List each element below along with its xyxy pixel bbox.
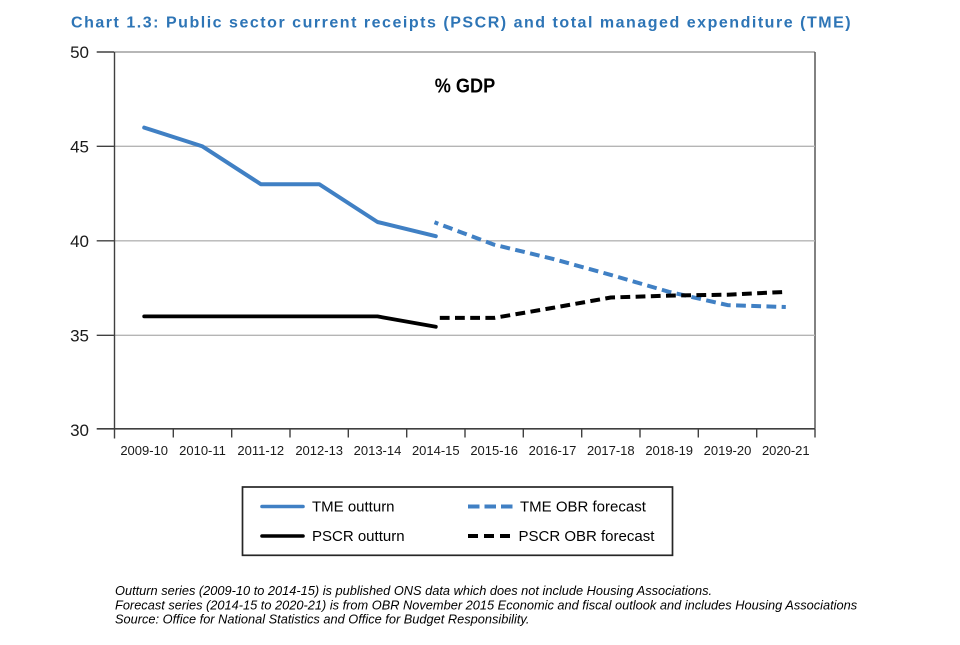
svg-text:2015-16: 2015-16 [470, 443, 518, 458]
svg-text:Source: Office for National St: Source: Office for National Statistics a… [115, 612, 529, 627]
svg-text:50: 50 [70, 43, 89, 62]
svg-text:40: 40 [70, 232, 89, 251]
svg-text:2014-15: 2014-15 [412, 443, 460, 458]
svg-text:TME outturn: TME outturn [312, 499, 395, 516]
svg-text:TME OBR forecast: TME OBR forecast [520, 499, 647, 516]
svg-text:2011-12: 2011-12 [237, 443, 284, 458]
svg-text:35: 35 [70, 327, 89, 346]
svg-text:Forecast series (2014-15 to 20: Forecast series (2014-15 to 2020-21) is … [115, 597, 858, 612]
svg-text:% GDP: % GDP [435, 76, 496, 98]
svg-text:2016-17: 2016-17 [529, 443, 577, 458]
svg-text:2009-10: 2009-10 [120, 443, 168, 458]
svg-text:45: 45 [70, 138, 89, 157]
svg-text:2019-20: 2019-20 [704, 443, 752, 458]
svg-text:30: 30 [70, 421, 89, 440]
svg-text:PSCR OBR forecast: PSCR OBR forecast [519, 528, 656, 545]
svg-text:2010-11: 2010-11 [179, 443, 226, 458]
svg-text:PSCR outturn: PSCR outturn [312, 528, 405, 545]
svg-text:Outturn series (2009-10 to 201: Outturn series (2009-10 to 2014-15) is p… [115, 583, 712, 598]
svg-text:2017-18: 2017-18 [587, 443, 635, 458]
svg-text:2012-13: 2012-13 [295, 443, 343, 458]
svg-text:2020-21: 2020-21 [762, 443, 810, 458]
svg-text:2013-14: 2013-14 [354, 443, 402, 458]
svg-text:2018-19: 2018-19 [645, 443, 693, 458]
svg-text:Chart 1.3: Public sector curre: Chart 1.3: Public sector current receipt… [71, 15, 852, 32]
